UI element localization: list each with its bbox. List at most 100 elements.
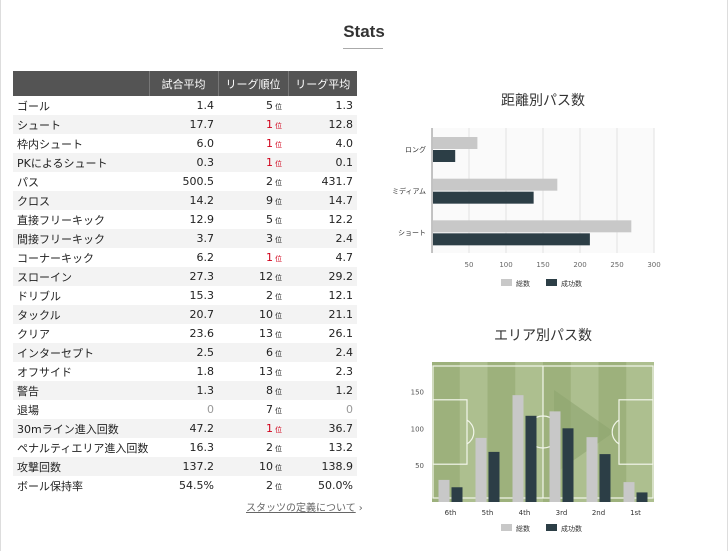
header-match-average: 試合平均 xyxy=(148,71,218,96)
stat-match-average: 54.5% xyxy=(179,479,214,492)
stat-name: ゴール xyxy=(17,99,50,113)
y-tick-label: 150 xyxy=(411,388,424,396)
table-row: 攻撃回数 137.2 10 位 138.9 xyxy=(13,457,357,476)
bar xyxy=(433,233,590,246)
table-row: ゴール 1.4 5 位 1.3 xyxy=(13,96,357,115)
stat-league-rank: 10 位 xyxy=(218,305,288,324)
table-row: ペナルティエリア進入回数 16.3 2 位 13.2 xyxy=(13,438,357,457)
table-row: 30mライン進入回数 47.2 1 位 36.7 xyxy=(13,419,357,438)
stat-name: 直接フリーキック xyxy=(17,213,105,227)
stat-match-average: 6.0 xyxy=(196,137,215,150)
definition-link-label: スタッツの定義について xyxy=(246,503,356,514)
x-tick-label: 3rd xyxy=(556,509,568,517)
stat-name: 退場 xyxy=(17,403,39,417)
table-row: 直接フリーキック 12.9 5 位 12.2 xyxy=(13,210,357,229)
header-league-average: リーグ平均 xyxy=(287,71,357,96)
x-tick-label: 100 xyxy=(499,261,512,269)
bar xyxy=(586,437,598,502)
rank-suffix: 位 xyxy=(275,426,282,434)
pitch-stripe xyxy=(626,362,654,502)
stat-name: クロス xyxy=(13,191,149,210)
stat-league-average: 4.0 xyxy=(335,137,354,150)
pitch-right-arc xyxy=(611,419,620,445)
rank-suffix: 位 xyxy=(275,198,282,206)
legend-label: 成功数 xyxy=(561,524,582,533)
legend-swatch xyxy=(546,524,557,531)
bar xyxy=(623,482,635,502)
y-tick-label: 50 xyxy=(415,462,424,470)
x-tick-label: 1st xyxy=(630,509,641,517)
rank-suffix: 位 xyxy=(275,179,282,187)
rank-number: 1 xyxy=(266,156,273,169)
stat-league-rank: 13 位 xyxy=(218,324,288,343)
x-tick-label: 4th xyxy=(519,509,531,517)
legend-label: 成功数 xyxy=(561,279,582,288)
table-row: パス 500.5 2 位 431.7 xyxy=(13,172,357,191)
stat-match-average: 47.2 xyxy=(149,419,218,438)
rank-number: 5 xyxy=(266,99,273,112)
stat-league-average: 1.2 xyxy=(288,381,357,400)
bar xyxy=(636,492,648,502)
stat-match-average: 27.3 xyxy=(149,267,218,286)
rank-number: 1 xyxy=(266,118,273,131)
y-tick-label: ロング xyxy=(405,145,426,154)
table-row: インターセプト 2.5 6 位 2.4 xyxy=(13,343,357,362)
bar xyxy=(433,191,534,204)
stat-league-average: 0.1 xyxy=(288,153,357,172)
bar xyxy=(433,220,632,233)
stats-definition-link[interactable]: スタッツの定義について › xyxy=(246,499,363,514)
y-tick-label: 100 xyxy=(411,425,424,433)
rank-number: 2 xyxy=(266,441,273,454)
stat-league-average: 50.0% xyxy=(318,479,353,492)
rank-number: 10 xyxy=(259,308,273,321)
stat-league-average: 0 xyxy=(346,403,353,416)
table-row: ボール保持率 54.5% 2 位 50.0% xyxy=(13,476,357,495)
pitch-stripe xyxy=(432,362,460,502)
table-row: クリア 23.6 13 位 26.1 xyxy=(13,324,357,343)
rank-number: 13 xyxy=(259,327,273,340)
rank-suffix: 位 xyxy=(275,122,282,130)
stat-league-average: 12.8 xyxy=(288,115,357,134)
table-row: 枠内シュート 6.0 1 位 4.0 xyxy=(13,134,357,153)
legend-swatch xyxy=(501,279,512,286)
rank-suffix: 位 xyxy=(275,407,282,415)
rank-number: 10 xyxy=(259,460,273,473)
x-tick-label: 250 xyxy=(610,261,623,269)
stat-league-average: 12.2 xyxy=(328,213,354,226)
stat-name: 30mライン進入回数 xyxy=(13,419,149,438)
stat-name: オフサイド xyxy=(17,365,72,379)
stat-name: 間接フリーキック xyxy=(13,229,149,248)
table-row: PKによるシュート 0.3 1 位 0.1 xyxy=(13,153,357,172)
table-row: クロス 14.2 9 位 14.7 xyxy=(13,191,357,210)
stat-name: ボール保持率 xyxy=(17,479,83,493)
rank-number: 6 xyxy=(266,346,273,359)
area-pass-chart: 50 100 150 6th 5th 4th 3rd 2nd 1st 総数 成功数 xyxy=(411,362,654,533)
rank-suffix: 位 xyxy=(275,464,282,472)
table-row: 間接フリーキック 3.7 3 位 2.4 xyxy=(13,229,357,248)
stat-match-average: 23.6 xyxy=(189,327,215,340)
rank-suffix: 位 xyxy=(275,388,282,396)
stat-league-average: 29.2 xyxy=(288,267,357,286)
pitch-left-arc xyxy=(466,419,475,445)
stat-name: 枠内シュート xyxy=(17,137,83,151)
stat-name: 警告 xyxy=(13,381,149,400)
frame-border-left xyxy=(0,0,1,551)
stat-name: タックル xyxy=(13,305,149,324)
stat-match-average: 14.2 xyxy=(149,191,218,210)
rank-suffix: 位 xyxy=(275,236,282,244)
stat-match-average: 500.5 xyxy=(182,175,215,188)
table-row: コーナーキック 6.2 1 位 4.7 xyxy=(13,248,357,267)
stat-match-average: 6.2 xyxy=(196,251,215,264)
stat-name: インターセプト xyxy=(13,343,149,362)
stat-league-rank: 13 位 xyxy=(218,362,288,381)
bar xyxy=(525,415,537,502)
rank-suffix: 位 xyxy=(275,103,282,111)
stat-league-average: 21.1 xyxy=(288,305,357,324)
